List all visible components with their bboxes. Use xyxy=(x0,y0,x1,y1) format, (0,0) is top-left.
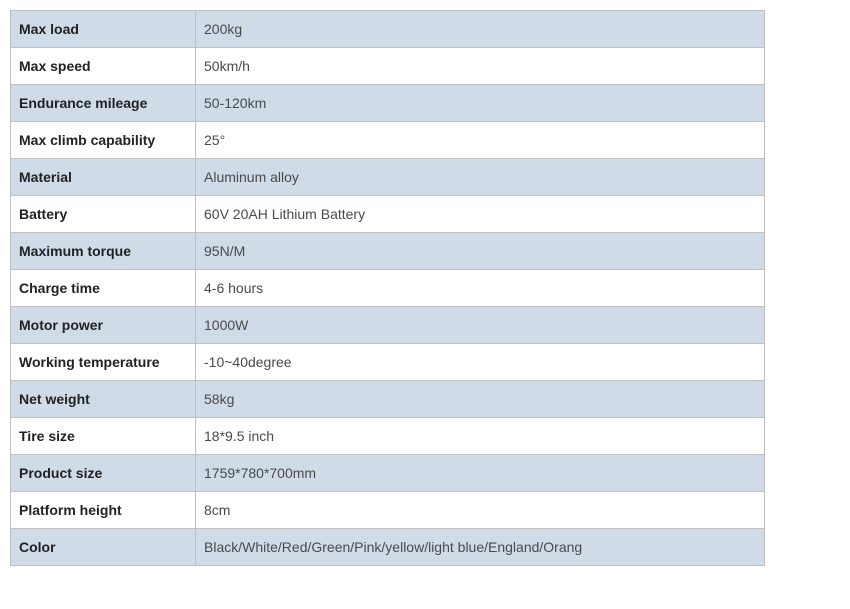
spec-value: Aluminum alloy xyxy=(196,159,765,196)
table-row: Charge time4-6 hours xyxy=(11,270,765,307)
table-row: Platform height8cm xyxy=(11,492,765,529)
spec-value: 18*9.5 inch xyxy=(196,418,765,455)
table-row: Max load200kg xyxy=(11,11,765,48)
spec-label: Material xyxy=(11,159,196,196)
spec-label: Motor power xyxy=(11,307,196,344)
table-row: Working temperature-10~40degree xyxy=(11,344,765,381)
table-row: MaterialAluminum alloy xyxy=(11,159,765,196)
specs-table: Max load200kgMax speed50km/hEndurance mi… xyxy=(10,10,765,566)
table-row: Product size1759*780*700mm xyxy=(11,455,765,492)
table-row: Max speed50km/h xyxy=(11,48,765,85)
spec-label: Charge time xyxy=(11,270,196,307)
spec-value: -10~40degree xyxy=(196,344,765,381)
spec-label: Color xyxy=(11,529,196,566)
spec-value: 58kg xyxy=(196,381,765,418)
spec-value: 50km/h xyxy=(196,48,765,85)
table-row: Endurance mileage50-120km xyxy=(11,85,765,122)
spec-value: 60V 20AH Lithium Battery xyxy=(196,196,765,233)
table-row: Maximum torque95N/M xyxy=(11,233,765,270)
spec-label: Platform height xyxy=(11,492,196,529)
table-row: Max climb capability25° xyxy=(11,122,765,159)
spec-label: Endurance mileage xyxy=(11,85,196,122)
spec-label: Net weight xyxy=(11,381,196,418)
table-row: Net weight58kg xyxy=(11,381,765,418)
table-row: ColorBlack/White/Red/Green/Pink/yellow/l… xyxy=(11,529,765,566)
spec-value: 1000W xyxy=(196,307,765,344)
spec-label: Max speed xyxy=(11,48,196,85)
table-row: Tire size18*9.5 inch xyxy=(11,418,765,455)
spec-label: Working temperature xyxy=(11,344,196,381)
spec-label: Product size xyxy=(11,455,196,492)
spec-label: Battery xyxy=(11,196,196,233)
spec-value: 4-6 hours xyxy=(196,270,765,307)
spec-value: 95N/M xyxy=(196,233,765,270)
spec-label: Max climb capability xyxy=(11,122,196,159)
spec-value: 200kg xyxy=(196,11,765,48)
spec-value: 8cm xyxy=(196,492,765,529)
spec-value: 50-120km xyxy=(196,85,765,122)
spec-value: Black/White/Red/Green/Pink/yellow/light … xyxy=(196,529,765,566)
spec-label: Maximum torque xyxy=(11,233,196,270)
spec-value: 1759*780*700mm xyxy=(196,455,765,492)
table-row: Motor power1000W xyxy=(11,307,765,344)
spec-value: 25° xyxy=(196,122,765,159)
spec-label: Tire size xyxy=(11,418,196,455)
spec-label: Max load xyxy=(11,11,196,48)
table-row: Battery60V 20AH Lithium Battery xyxy=(11,196,765,233)
specs-table-body: Max load200kgMax speed50km/hEndurance mi… xyxy=(11,11,765,566)
